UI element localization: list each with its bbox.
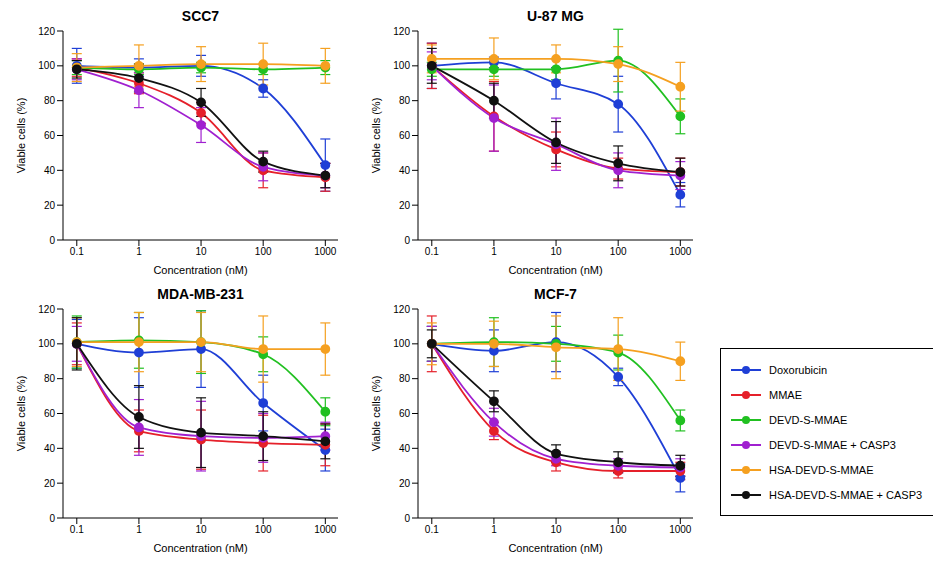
svg-text:20: 20 [399,478,411,489]
svg-text:40: 40 [44,165,56,176]
svg-text:10: 10 [195,246,207,257]
svg-text:Concentration (nM): Concentration (nM) [153,542,247,554]
svg-text:100: 100 [610,524,627,535]
svg-text:60: 60 [399,408,411,419]
svg-text:1000: 1000 [669,246,692,257]
svg-text:60: 60 [44,408,56,419]
svg-text:10: 10 [195,524,207,535]
svg-text:40: 40 [399,443,411,454]
svg-text:0.1: 0.1 [70,246,84,257]
svg-text:100: 100 [393,338,410,349]
svg-text:10: 10 [550,246,562,257]
svg-text:100: 100 [38,338,55,349]
svg-text:1: 1 [136,524,142,535]
svg-text:100: 100 [610,246,627,257]
svg-text:10: 10 [550,524,562,535]
svg-text:80: 80 [44,373,56,384]
svg-text:0: 0 [49,513,55,524]
svg-text:0: 0 [404,235,410,246]
html-text:DEVD-S-MMAE: DEVD-S-MMAE [769,413,848,426]
svg-text:Concentration (nM): Concentration (nM) [508,264,602,276]
html-text:DEVD-S-MMAE + CASP3: DEVD-S-MMAE + CASP3 [769,438,896,451]
svg-text:Concentration (nM): Concentration (nM) [153,264,247,276]
html-text:MCF-7: MCF-7 [534,286,577,302]
svg-text:0.1: 0.1 [425,524,439,535]
html-text:HSA-DEVD-S-MMAE: HSA-DEVD-S-MMAE [769,463,874,476]
svg-text:60: 60 [44,130,56,141]
svg-text:100: 100 [255,246,272,257]
svg-text:20: 20 [44,478,56,489]
svg-text:120: 120 [393,26,410,37]
html-text:U-87 MG: U-87 MG [527,8,584,24]
svg-text:Viable cells (%): Viable cells (%) [370,98,382,174]
svg-text:Viable cells (%): Viable cells (%) [15,376,27,452]
svg-text:80: 80 [44,95,56,106]
svg-text:1000: 1000 [669,524,692,535]
html-text:HSA-DEVD-S-MMAE + CASP3: HSA-DEVD-S-MMAE + CASP3 [769,488,923,501]
svg-text:120: 120 [38,26,55,37]
svg-text:120: 120 [38,304,55,315]
svg-text:0: 0 [49,235,55,246]
html-text:MMAE: MMAE [769,388,802,401]
svg-text:0: 0 [404,513,410,524]
svg-text:80: 80 [399,373,411,384]
svg-text:Viable cells (%): Viable cells (%) [370,376,382,452]
svg-text:100: 100 [393,60,410,71]
svg-text:1: 1 [491,246,497,257]
svg-text:Concentration (nM): Concentration (nM) [508,542,602,554]
svg-text:100: 100 [38,60,55,71]
svg-text:Viable cells (%): Viable cells (%) [15,98,27,174]
svg-text:0.1: 0.1 [425,246,439,257]
svg-text:1000: 1000 [314,246,337,257]
svg-text:100: 100 [255,524,272,535]
svg-text:60: 60 [399,130,411,141]
svg-text:40: 40 [399,165,411,176]
svg-text:120: 120 [393,304,410,315]
svg-text:1000: 1000 [314,524,337,535]
html-text:Doxorubicin: Doxorubicin [769,363,828,376]
svg-text:1: 1 [491,524,497,535]
svg-text:20: 20 [44,200,56,211]
svg-text:20: 20 [399,200,411,211]
svg-text:0.1: 0.1 [70,524,84,535]
svg-text:1: 1 [136,246,142,257]
svg-text:80: 80 [399,95,411,106]
html-text:SCC7: SCC7 [181,8,220,24]
svg-text:40: 40 [44,443,56,454]
html-text:MDA-MB-231: MDA-MB-231 [157,286,244,302]
